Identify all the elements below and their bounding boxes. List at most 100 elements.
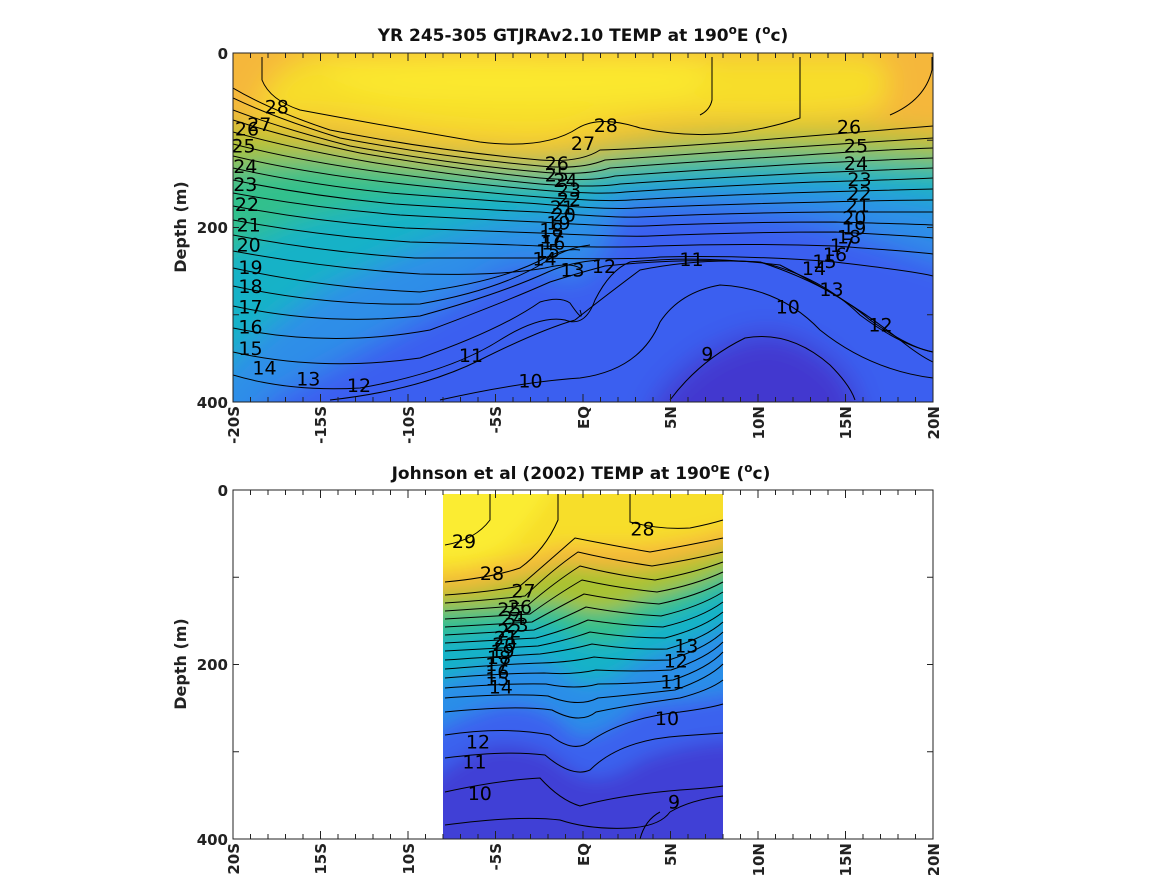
contour-label: 27 — [511, 581, 535, 603]
contour-line — [444, 601, 724, 644]
contour-line — [444, 494, 559, 583]
contour-label: 26 — [508, 596, 532, 618]
contour-label: 18 — [487, 647, 511, 669]
contour-label: 22 — [557, 189, 581, 211]
heatmap-field — [443, 494, 723, 839]
x-tick-labels: -20S -15S -10S -5S EQ 5N 10N 15N 20N — [225, 406, 943, 444]
contour-label: 19 — [546, 213, 570, 235]
y-axis-label: Depth (m) — [171, 618, 190, 710]
contour-line — [233, 97, 933, 168]
x-tick-label: -10S — [400, 843, 418, 875]
contour-label: 21 — [494, 628, 518, 650]
contour-label: 13 — [674, 636, 698, 658]
contour-line — [444, 537, 724, 596]
contour-line — [444, 679, 724, 719]
contour-line — [444, 777, 724, 807]
panel-bottom: Johnson et al (2002) TEMP at 190oE (oc) — [171, 461, 943, 875]
contour-line — [233, 259, 601, 320]
contour-label: 25 — [844, 136, 868, 158]
contour-label: 20 — [237, 234, 261, 256]
contour-label: 28 — [630, 519, 654, 541]
axis-ticks — [232, 489, 934, 840]
contour-line — [233, 249, 581, 293]
contour-line — [233, 258, 933, 390]
x-tick-label: -15S — [312, 406, 330, 444]
contour-label: 20 — [842, 207, 866, 229]
contour-line — [444, 611, 724, 652]
contour-line — [233, 260, 933, 353]
x-tick-label: 20N — [925, 843, 943, 875]
x-tick-label: EQ — [575, 406, 593, 429]
contour-label: 28 — [265, 97, 289, 119]
contour-line — [233, 155, 933, 202]
contour-label: 14 — [252, 357, 276, 379]
contour-line — [444, 663, 724, 703]
y-tick-label: 400 — [197, 394, 228, 412]
contour-line — [233, 219, 933, 255]
y-tick-label: 0 — [218, 45, 228, 63]
chart-title: Johnson et al (2002) TEMP at 190oE (oc) — [391, 461, 771, 484]
x-tick-label: -5S — [487, 843, 505, 870]
contour-line — [444, 581, 724, 628]
contour-line — [233, 143, 933, 194]
contour-label: 15 — [536, 240, 560, 262]
x-tick-label: EQ — [575, 843, 593, 866]
shade-yellow-core — [320, 53, 707, 101]
contour-label: 19 — [842, 218, 866, 240]
contour-label: 23 — [847, 169, 871, 191]
contour-label: 26 — [545, 153, 569, 175]
x-tick-label: -5S — [487, 406, 505, 433]
contour-line — [439, 284, 933, 401]
contour-line — [889, 57, 933, 116]
contour-line — [233, 244, 591, 305]
contour-line — [444, 795, 724, 829]
contour-label: 12 — [868, 315, 892, 337]
contour-label: 22 — [497, 621, 521, 643]
contour-label: 16 — [823, 244, 847, 266]
x-tick-label: 10N — [750, 843, 768, 875]
contour-label: 11 — [679, 249, 703, 271]
contour-label: 17 — [485, 654, 509, 676]
x-tick-label: 20N — [925, 406, 943, 439]
contour-label: 23 — [504, 615, 528, 637]
x-tick-label: 15N — [837, 406, 855, 439]
contour-label: 9 — [701, 343, 713, 365]
contour-labels: 2928282726252423222120191817161514131211… — [452, 519, 698, 814]
contour-label: 26 — [235, 118, 259, 140]
shade-yellow-core — [443, 494, 549, 562]
contour-line — [444, 641, 724, 679]
contour-label: 21 — [846, 195, 870, 217]
contour-line — [261, 57, 801, 145]
panel-top: YR 245-305 GTJRAv2.10 TEMP at 190oE (oc) — [171, 23, 943, 444]
heatmap-field — [233, 53, 933, 402]
contour-label: 23 — [557, 179, 581, 201]
contour-label: 11 — [660, 671, 684, 693]
contour-line — [444, 551, 724, 604]
contour-label: 27 — [247, 114, 271, 136]
contour-label: 20 — [492, 634, 516, 656]
contour-label: 24 — [844, 153, 868, 175]
contour-label: 19 — [238, 257, 262, 279]
y-tick-label: 400 — [197, 831, 228, 849]
contour-label: 15 — [238, 338, 262, 360]
contour-line — [444, 494, 491, 546]
contour-label: 15 — [485, 669, 509, 691]
contour-line — [233, 87, 933, 161]
contour-line — [444, 591, 724, 636]
contour-line — [699, 57, 713, 116]
contour-line — [233, 192, 933, 227]
x-tick-label: 5N — [662, 406, 680, 429]
contour-line — [233, 250, 581, 275]
contour-line — [444, 651, 724, 689]
contour-label: 11 — [462, 752, 486, 774]
contour-line — [639, 811, 661, 839]
y-tick-label: 200 — [197, 219, 228, 237]
x-tick-label: 5N — [662, 843, 680, 866]
contour-label: 18 — [539, 220, 563, 242]
contour-label: 18 — [837, 227, 861, 249]
temperature-shading — [443, 494, 723, 839]
contour-label: 18 — [238, 276, 262, 298]
contour-line — [444, 621, 724, 661]
contour-label: 25 — [545, 165, 569, 187]
